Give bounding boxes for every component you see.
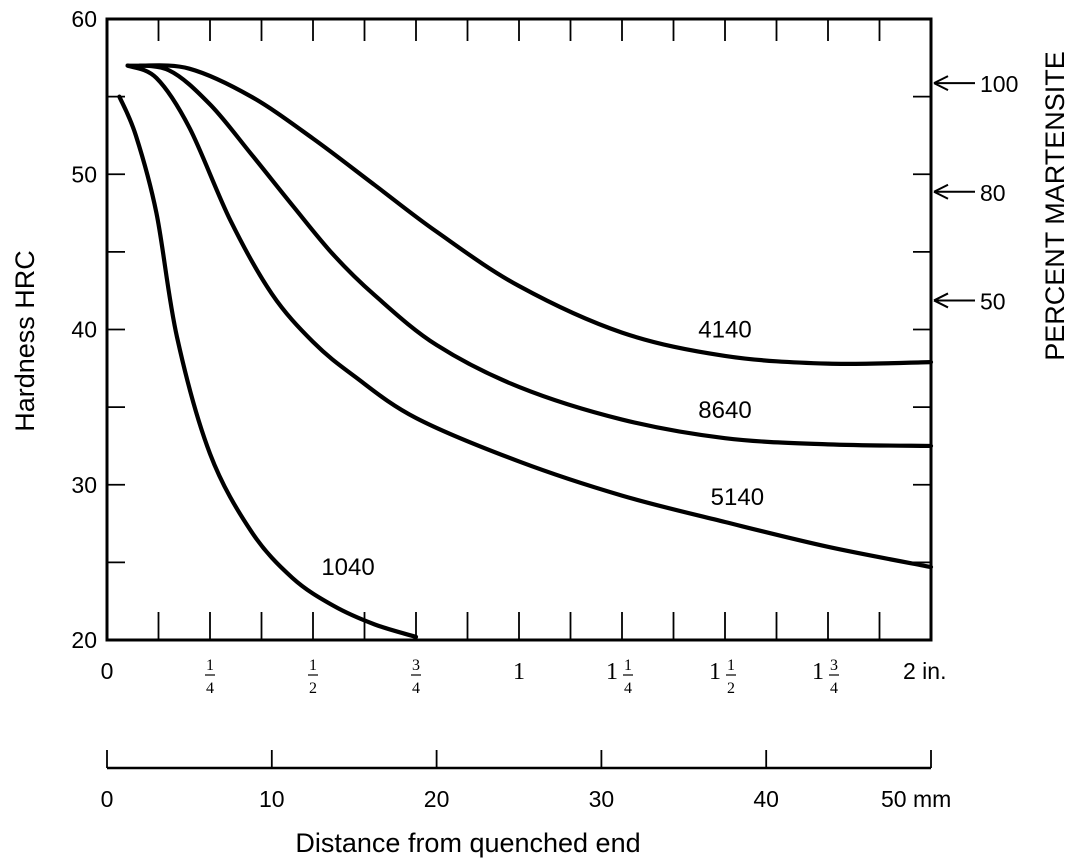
x-frac-denominator: 2 bbox=[309, 680, 317, 697]
series-label-8640: 8640 bbox=[698, 397, 751, 424]
y-tick-label: 50 bbox=[71, 161, 97, 187]
x-frac-denominator: 4 bbox=[412, 680, 420, 697]
mm-tick-label: 10 bbox=[259, 786, 285, 812]
y-axis-title: Hardness HRC bbox=[10, 250, 40, 432]
mm-tick-label: 0 bbox=[101, 786, 114, 812]
x-frac-denominator: 4 bbox=[624, 680, 632, 697]
martensite-markers: 100 80 50 bbox=[933, 71, 1018, 314]
series-line-4140 bbox=[137, 63, 934, 367]
plot-frame bbox=[105, 17, 933, 642]
martensite-label: 50 bbox=[980, 288, 1006, 314]
x-frac-numerator: 1 bbox=[309, 657, 317, 674]
y-tick-label: 30 bbox=[71, 472, 97, 498]
martensite-arrowhead bbox=[933, 183, 949, 200]
series-label-5140: 5140 bbox=[711, 484, 764, 511]
series-line-8640 bbox=[125, 63, 934, 449]
x-inch-label: 1 bbox=[812, 659, 824, 685]
x-inch-label: 1 bbox=[513, 659, 525, 685]
axis-ticks bbox=[107, 18, 931, 641]
martensite-arrowhead bbox=[933, 75, 949, 91]
x-axis-title: Distance from quenched end bbox=[295, 828, 640, 858]
x-inch-label: 2 in. bbox=[903, 658, 946, 684]
x-mm-axis: 0 10 20 30 40 50 mm bbox=[101, 750, 951, 812]
mm-tick-label: 20 bbox=[424, 786, 450, 812]
mm-tick-label: 40 bbox=[753, 786, 779, 812]
y-tick-label: 20 bbox=[71, 627, 97, 653]
x-frac-denominator: 4 bbox=[830, 680, 838, 697]
series-label-4140: 4140 bbox=[698, 316, 751, 343]
x-inch-label: 1 bbox=[606, 659, 618, 685]
x-frac-numerator: 1 bbox=[624, 657, 632, 674]
series-label-1040: 1040 bbox=[321, 554, 374, 581]
x-frac-numerator: 3 bbox=[412, 657, 420, 674]
series-line-5140 bbox=[125, 63, 934, 570]
y-tick-label: 40 bbox=[71, 317, 97, 343]
martensite-label: 100 bbox=[980, 71, 1018, 97]
x-frac-numerator: 3 bbox=[830, 657, 838, 674]
martensite-arrowhead bbox=[933, 292, 949, 309]
series-curves: 1040 5140 8640 4140 bbox=[117, 63, 934, 639]
martensite-label: 80 bbox=[980, 180, 1006, 206]
x-frac-numerator: 1 bbox=[727, 657, 735, 674]
y2-axis-title: PERCENT MARTENSITE bbox=[1040, 51, 1070, 361]
x-inch-label: 0 bbox=[101, 658, 114, 684]
y-tick-label: 60 bbox=[71, 6, 97, 32]
y-tick-labels: 20 30 40 50 60 bbox=[71, 6, 97, 653]
x-frac-denominator: 2 bbox=[727, 680, 735, 697]
plot-border bbox=[105, 17, 933, 642]
x-inch-label: 1 bbox=[709, 659, 721, 685]
mm-tick-label: 50 mm bbox=[881, 786, 951, 812]
x-frac-numerator: 1 bbox=[206, 657, 214, 674]
series-line-1040 bbox=[117, 94, 419, 639]
mm-tick-label: 30 bbox=[589, 786, 615, 812]
x-frac-denominator: 4 bbox=[206, 680, 214, 697]
